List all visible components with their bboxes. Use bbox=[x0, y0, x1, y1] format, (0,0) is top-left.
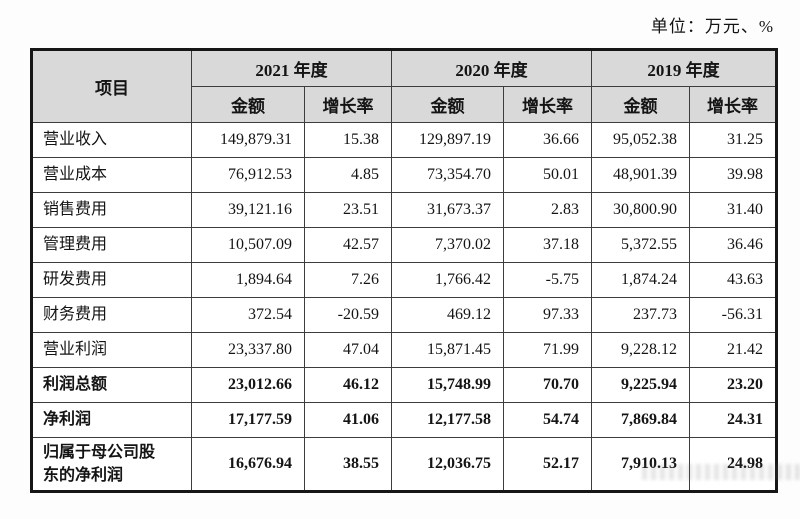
cell-growth-2020: 50.01 bbox=[503, 157, 592, 193]
subheader-growth-2021: 增长率 bbox=[304, 86, 392, 123]
unit-label: 单位：万元、% bbox=[650, 17, 774, 36]
table-row: 管理费用 10,507.09 42.57 7,370.02 37.18 5,372.55 3… bbox=[31, 227, 777, 263]
cell-amount-2019: 30,800.90 bbox=[591, 192, 690, 228]
row-label: 营业利润 bbox=[31, 332, 192, 368]
cell-growth-2020: 97.33 bbox=[503, 297, 592, 333]
cell-amount-2021: 39,121.16 bbox=[191, 192, 305, 228]
cell-amount-2020: 12,036.75 bbox=[391, 437, 504, 492]
header-row-subcolumns: 金额 增长率 金额 增长率 金额 增长率 bbox=[32, 86, 777, 123]
row-label: 归属于母公司股东的净利润 bbox=[31, 437, 192, 492]
table-row: 营业利润 23,337.80 47.04 15,871.45 71.99 9,228.12… bbox=[31, 332, 777, 368]
cell-growth-2019: 31.40 bbox=[689, 192, 777, 228]
subheader-growth-2019: 增长率 bbox=[689, 86, 777, 123]
cell-amount-2021: 10,507.09 bbox=[191, 227, 305, 263]
cell-amount-2020: 469.12 bbox=[391, 297, 504, 333]
cell-amount-2019: 1,874.24 bbox=[591, 262, 690, 298]
table-row: 净利润 17,177.59 41.06 12,177.58 54.74 7,869.84 2… bbox=[31, 402, 777, 438]
financial-table: 项目 2021 年度 2020 年度 2019 年度 金额 增长率 金额 增长率… bbox=[30, 48, 778, 493]
cell-growth-2019: 39.98 bbox=[689, 157, 777, 193]
row-label: 销售费用 bbox=[31, 192, 192, 228]
cell-growth-2020: 52.17 bbox=[503, 437, 592, 492]
table-row: 销售费用 39,121.16 23.51 31,673.37 2.83 30,800.90… bbox=[31, 192, 777, 228]
table-row: 研发费用 1,894.64 7.26 1,766.42 -5.75 1,874.24 43.… bbox=[31, 262, 777, 298]
cell-amount-2019: 5,372.55 bbox=[591, 227, 690, 263]
cell-amount-2021: 149,879.31 bbox=[191, 122, 305, 158]
cell-amount-2021: 23,012.66 bbox=[191, 367, 305, 403]
cell-growth-2021: 46.12 bbox=[304, 367, 392, 403]
cell-growth-2021: 47.04 bbox=[304, 332, 392, 368]
cell-growth-2019: 24.98 bbox=[689, 437, 777, 492]
table-row: 利润总额 23,012.66 46.12 15,748.99 70.70 9,225.94… bbox=[31, 367, 777, 403]
year-header-2021: 2021 年度 bbox=[191, 49, 392, 87]
cell-growth-2019: 21.42 bbox=[689, 332, 777, 368]
row-label: 管理费用 bbox=[31, 227, 192, 263]
cell-growth-2020: 70.70 bbox=[503, 367, 592, 403]
cell-growth-2020: 2.83 bbox=[503, 192, 592, 228]
cell-growth-2019: 36.46 bbox=[689, 227, 777, 263]
cell-amount-2019: 95,052.38 bbox=[591, 122, 690, 158]
cell-amount-2020: 7,370.02 bbox=[391, 227, 504, 263]
cell-growth-2020: 36.66 bbox=[503, 122, 592, 158]
subheader-amount-2020: 金额 bbox=[391, 86, 504, 123]
column-header-item: 项目 bbox=[31, 49, 192, 123]
cell-growth-2021: -20.59 bbox=[304, 297, 392, 333]
cell-growth-2021: 15.38 bbox=[304, 122, 392, 158]
cell-growth-2019: 31.25 bbox=[689, 122, 777, 158]
row-label: 利润总额 bbox=[31, 367, 192, 403]
cell-amount-2021: 17,177.59 bbox=[191, 402, 305, 438]
cell-growth-2019: 23.20 bbox=[689, 367, 777, 403]
cell-growth-2021: 41.06 bbox=[304, 402, 392, 438]
year-header-2020: 2020 年度 bbox=[391, 49, 592, 87]
table-row: 财务费用 372.54 -20.59 469.12 97.33 237.73 -56.31 bbox=[31, 297, 777, 333]
cell-growth-2021: 4.85 bbox=[304, 157, 392, 193]
cell-growth-2020: 71.99 bbox=[503, 332, 592, 368]
cell-amount-2020: 15,748.99 bbox=[391, 367, 504, 403]
cell-growth-2021: 23.51 bbox=[304, 192, 392, 228]
cell-amount-2019: 237.73 bbox=[591, 297, 690, 333]
cell-growth-2019: 24.31 bbox=[689, 402, 777, 438]
cell-growth-2020: -5.75 bbox=[503, 262, 592, 298]
cell-amount-2020: 73,354.70 bbox=[391, 157, 504, 193]
cell-amount-2019: 7,869.84 bbox=[591, 402, 690, 438]
cell-growth-2021: 42.57 bbox=[304, 227, 392, 263]
cell-amount-2019: 9,225.94 bbox=[591, 367, 690, 403]
cell-amount-2021: 76,912.53 bbox=[191, 157, 305, 193]
row-label: 财务费用 bbox=[31, 297, 192, 333]
table-row: 营业成本 76,912.53 4.85 73,354.70 50.01 48,901.39… bbox=[31, 157, 777, 193]
header-row-years: 项目 2021 年度 2020 年度 2019 年度 bbox=[31, 49, 777, 123]
cell-amount-2021: 16,676.94 bbox=[191, 437, 305, 492]
table-row: 归属于母公司股东的净利润 16,676.94 38.55 12,036.75 52.17… bbox=[31, 437, 777, 492]
table-header: 项目 2021 年度 2020 年度 2019 年度 金额 增长率 金额 增长率… bbox=[31, 49, 777, 123]
cell-amount-2021: 23,337.80 bbox=[191, 332, 305, 368]
cell-amount-2020: 15,871.45 bbox=[391, 332, 504, 368]
subheader-growth-2020: 增长率 bbox=[503, 86, 592, 123]
cell-growth-2021: 7.26 bbox=[304, 262, 392, 298]
cell-growth-2019: 43.63 bbox=[689, 262, 777, 298]
cell-amount-2021: 372.54 bbox=[191, 297, 305, 333]
cell-growth-2020: 37.18 bbox=[503, 227, 592, 263]
year-header-2019: 2019 年度 bbox=[591, 49, 777, 87]
table-row: 营业收入 149,879.31 15.38 129,897.19 36.66 95,052… bbox=[31, 122, 777, 158]
cell-growth-2021: 38.55 bbox=[304, 437, 392, 492]
cell-amount-2020: 31,673.37 bbox=[391, 192, 504, 228]
cell-growth-2019: -56.31 bbox=[689, 297, 777, 333]
cell-amount-2021: 1,894.64 bbox=[191, 262, 305, 298]
cell-growth-2020: 54.74 bbox=[503, 402, 592, 438]
row-label: 营业收入 bbox=[31, 122, 192, 158]
cell-amount-2019: 7,910.13 bbox=[591, 437, 690, 492]
row-label: 研发费用 bbox=[31, 262, 192, 298]
row-label: 营业成本 bbox=[31, 157, 192, 193]
cell-amount-2020: 12,177.58 bbox=[391, 402, 504, 438]
subheader-amount-2021: 金额 bbox=[191, 86, 305, 123]
row-label: 净利润 bbox=[31, 402, 192, 438]
subheader-amount-2019: 金额 bbox=[591, 86, 690, 123]
cell-amount-2020: 129,897.19 bbox=[391, 122, 504, 158]
table-body: 营业收入 149,879.31 15.38 129,897.19 36.66 95,052… bbox=[31, 122, 777, 492]
cell-amount-2020: 1,766.42 bbox=[391, 262, 504, 298]
cell-amount-2019: 48,901.39 bbox=[591, 157, 690, 193]
cell-amount-2019: 9,228.12 bbox=[591, 332, 690, 368]
